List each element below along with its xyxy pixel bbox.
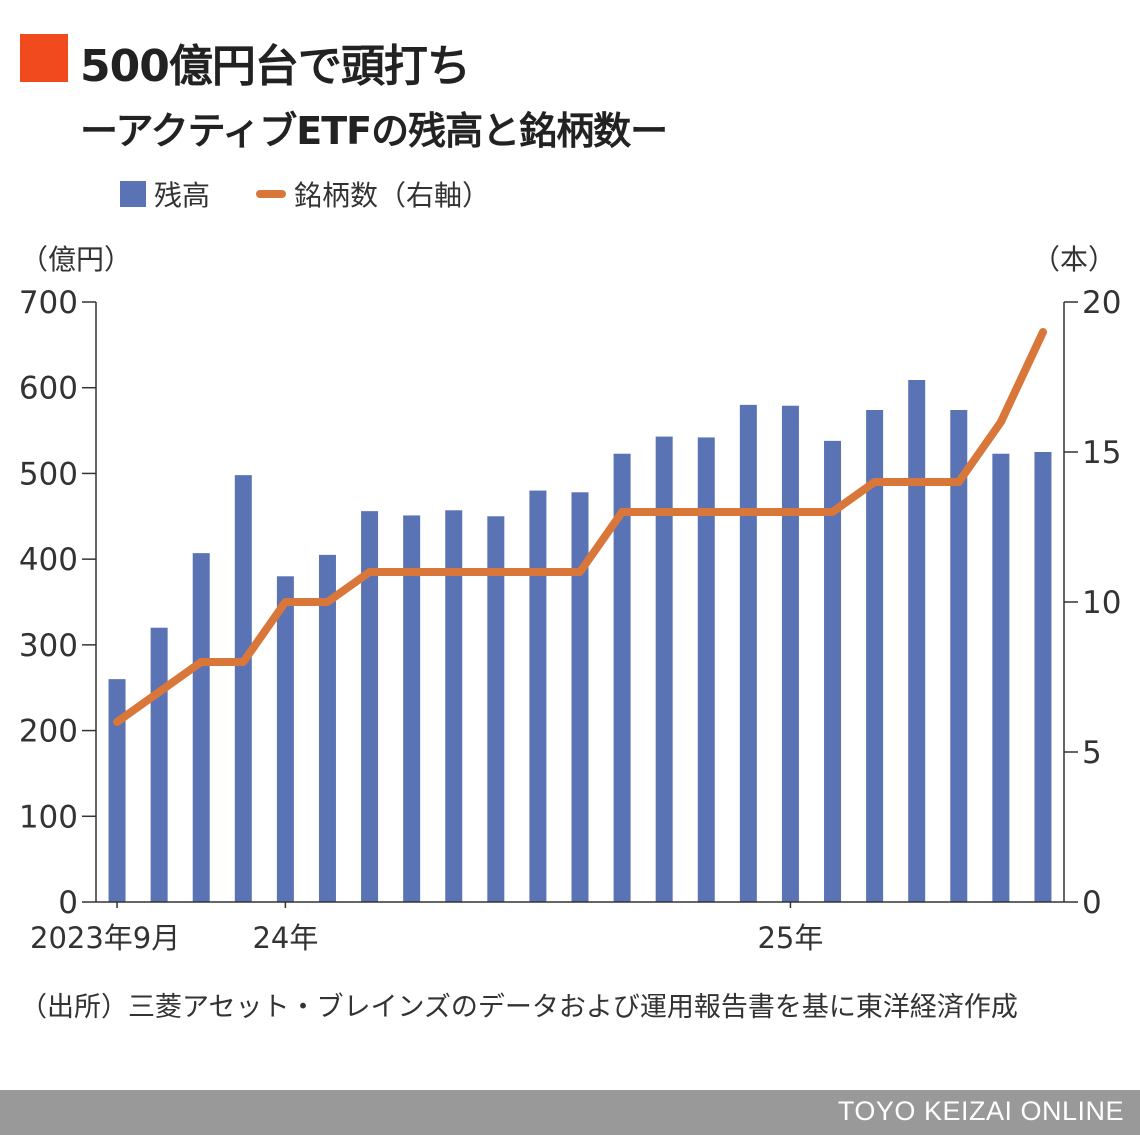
legend-item-bar: 残高 (120, 174, 210, 214)
footer-brand: TOYO KEIZAI ONLINE (837, 1096, 1124, 1126)
bar-2025-01 (781, 405, 799, 902)
bar-2024-04 (403, 515, 421, 902)
x-tick-label: 2023年9月 (30, 921, 180, 955)
right-tick-label: 15 (1082, 435, 1121, 471)
source-note: （出所）三菱アセット・ブレインズのデータおよび運用報告書を基に東洋経済作成 (20, 992, 1018, 1023)
left-tick-label: 600 (19, 371, 78, 407)
footer-bar: TOYO KEIZAI ONLINE (0, 1090, 1140, 1135)
left-tick-label: 300 (19, 628, 78, 664)
bar-2023-09 (108, 679, 126, 902)
right-tick-label: 5 (1082, 735, 1102, 771)
right-axis-unit: （本） (1031, 243, 1116, 276)
bar-2024-07 (529, 490, 547, 902)
bar-2024-08 (571, 492, 589, 902)
left-axis-unit: （億円） (20, 243, 133, 276)
bar-2024-05 (445, 510, 463, 902)
legend-bar-label: 残高 (154, 179, 211, 212)
legend-line-swatch (256, 190, 287, 198)
legend: 残高 銘柄数（右軸） (120, 176, 536, 212)
bar-2023-12 (234, 475, 252, 902)
legend-line-label: 銘柄数（右軸） (294, 179, 491, 212)
bar-2024-12 (739, 404, 757, 902)
chart-subtitle: ーアクティブETFの残高と銘柄数ー (80, 109, 668, 153)
bar-2023-11 (192, 553, 210, 902)
bar-2025-06 (992, 453, 1010, 902)
legend-bar-swatch (120, 181, 146, 207)
legend-item-line: 銘柄数（右軸） (256, 174, 490, 214)
chart-plot: 0 100 200 300 400 500 600 700 0 5 10 15 20 2023年9月 24年… (19, 285, 1122, 955)
title-accent-square (20, 34, 68, 82)
bar-2024-03 (361, 511, 379, 902)
bar-2025-03 (866, 410, 884, 902)
right-tick-label: 20 (1082, 285, 1121, 321)
left-tick-label: 0 (58, 885, 78, 921)
bar-2024-09 (613, 453, 631, 902)
bar-2024-10 (655, 436, 673, 902)
bar-2025-07 (1034, 452, 1052, 902)
bar-2024-06 (487, 516, 505, 902)
bar-2025-02 (824, 440, 842, 902)
left-tick-label: 400 (19, 542, 78, 578)
x-tick-label: 25年 (757, 921, 823, 955)
left-tick-label: 100 (19, 799, 78, 835)
left-tick-label: 700 (19, 285, 78, 321)
right-tick-label: 0 (1082, 885, 1102, 921)
bar-2025-04 (908, 380, 926, 902)
left-tick-label: 200 (19, 714, 78, 750)
left-tick-label: 500 (19, 456, 78, 492)
bar-2024-11 (697, 437, 715, 902)
bar-2024-01 (276, 576, 294, 902)
bar-2023-10 (150, 627, 168, 902)
bar-2024-02 (318, 554, 336, 902)
right-tick-label: 10 (1082, 585, 1121, 621)
bar-2025-05 (950, 410, 968, 902)
chart-title: 500億円台で頭打ち (80, 41, 471, 92)
x-tick-label: 24年 (252, 921, 318, 955)
